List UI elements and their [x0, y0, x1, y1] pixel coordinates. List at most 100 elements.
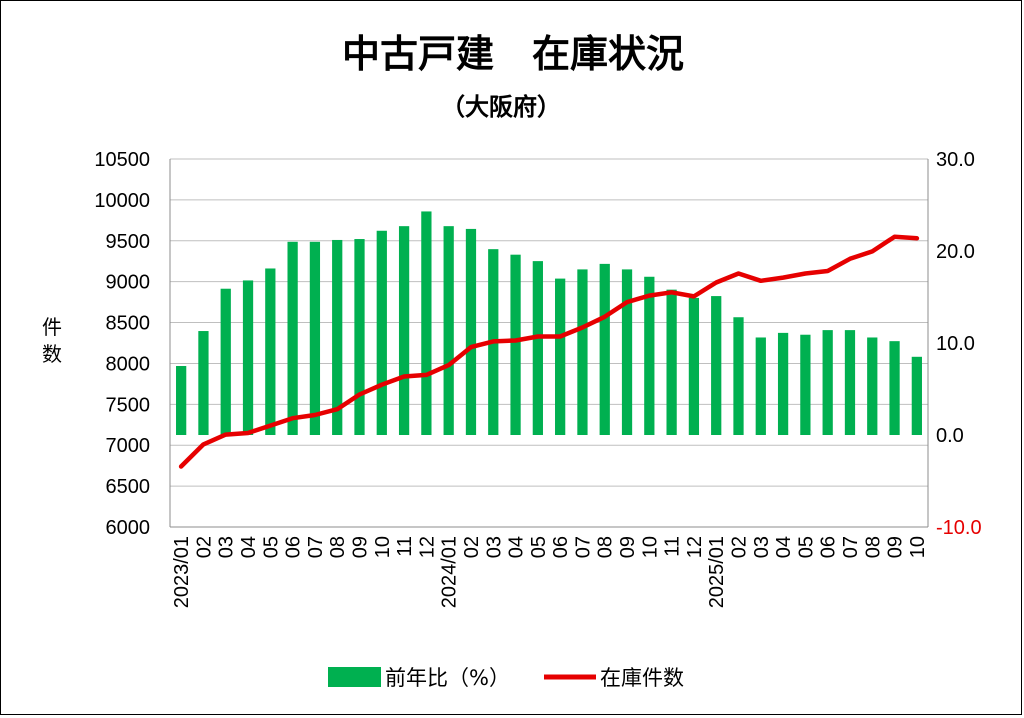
legend-line-label: 在庫件数	[600, 666, 684, 690]
bar	[443, 226, 454, 435]
right-axis-ticks: 30.0 20.0 10.0 0.0 -10.0	[936, 149, 982, 539]
right-tick-label: 20.0	[936, 241, 975, 263]
x-tick-label: 08	[327, 536, 349, 558]
bar	[777, 332, 789, 435]
x-tick-label: 05	[260, 536, 282, 558]
left-tick-label: 7500	[106, 394, 151, 416]
x-tick-label: 07	[305, 536, 327, 558]
right-tick-label: 30.0	[936, 149, 975, 171]
inventory-line	[178, 234, 920, 469]
legend-bar-swatch	[328, 667, 381, 687]
bar	[287, 241, 298, 435]
bar	[666, 289, 677, 435]
left-tick-label: 9500	[106, 231, 151, 253]
x-tick-label: 2023/01	[171, 536, 193, 608]
x-tick-label: 02	[461, 536, 483, 558]
left-tick-label: 8000	[106, 353, 151, 375]
x-tick-label: 10	[372, 536, 394, 558]
line-series	[178, 234, 920, 469]
axes	[169, 159, 929, 528]
bar	[555, 278, 566, 435]
x-tick-label: 07	[840, 536, 862, 558]
bar	[532, 261, 543, 435]
bar	[889, 341, 900, 435]
bar	[398, 226, 410, 435]
bar	[844, 330, 856, 435]
bar	[800, 334, 811, 435]
chart-subtitle: （大阪府）	[441, 93, 561, 121]
chart-title: 中古戸建 在庫状況	[342, 32, 684, 76]
legend: 前年比（%） 在庫件数	[328, 666, 684, 690]
bar	[644, 276, 655, 435]
x-tick-label: 02	[193, 536, 215, 558]
right-tick-label: -10.0	[936, 517, 982, 539]
x-tick-label: 09	[350, 536, 372, 558]
bar	[711, 296, 722, 435]
y-axis-label-char: 件	[42, 315, 62, 339]
bar	[822, 330, 833, 435]
x-axis-ticks: 2023/01 02 03 04 05 06 07 08 09 10 11 12 2024/01 02 03…	[171, 536, 929, 608]
x-tick-label: 06	[283, 536, 305, 558]
bar	[599, 263, 610, 435]
x-tick-label: 09	[885, 536, 907, 558]
x-tick-label: 04	[773, 536, 795, 558]
bar	[465, 228, 477, 435]
x-tick-label: 04	[506, 536, 528, 558]
x-tick-label: 08	[862, 536, 884, 558]
bar	[265, 268, 276, 435]
bar	[354, 239, 365, 435]
legend-bar-label: 前年比（%）	[385, 666, 510, 690]
left-tick-label: 8500	[106, 313, 151, 335]
y-axis-label: 件数	[42, 315, 62, 366]
bar	[421, 211, 432, 435]
bar	[733, 317, 744, 435]
gridlines	[170, 158, 928, 487]
left-tick-label: 10500	[94, 149, 150, 171]
bar	[688, 297, 700, 435]
right-tick-label: 0.0	[936, 425, 964, 447]
bar	[176, 366, 187, 435]
x-tick-label: 12	[416, 536, 438, 558]
bar	[577, 269, 588, 435]
x-tick-label: 05	[528, 536, 550, 558]
left-tick-label: 10000	[94, 190, 150, 212]
x-tick-label: 06	[550, 536, 572, 558]
x-tick-label: 12	[684, 536, 706, 558]
bar	[198, 331, 209, 435]
left-tick-label: 6000	[106, 517, 151, 539]
bar	[621, 269, 633, 435]
x-tick-label: 03	[216, 536, 238, 558]
x-tick-label: 11	[662, 536, 684, 557]
x-tick-label: 10	[907, 536, 929, 558]
x-tick-label: 2025/01	[706, 536, 728, 608]
bar	[332, 239, 343, 435]
right-tick-label: 10.0	[936, 333, 975, 355]
x-tick-label: 08	[595, 536, 617, 558]
left-tick-label: 9000	[106, 272, 151, 294]
x-tick-label: 09	[617, 536, 639, 558]
x-tick-label: 03	[751, 536, 773, 558]
bar	[309, 241, 321, 435]
bar-series	[176, 211, 922, 435]
x-tick-label: 2024/01	[439, 536, 461, 608]
x-tick-label: 06	[818, 536, 840, 558]
bar	[242, 280, 254, 435]
bar	[867, 337, 878, 435]
x-tick-label: 07	[572, 536, 594, 558]
left-axis-ticks: 10500 10000 9500 9000 8500 8000 7500 7000 6500 60…	[94, 149, 150, 539]
x-tick-label: 02	[729, 536, 751, 558]
bar	[911, 356, 922, 435]
x-tick-label: 11	[394, 536, 416, 557]
x-tick-label: 04	[238, 536, 260, 558]
bar	[510, 254, 521, 435]
x-tick-label: 10	[639, 536, 661, 558]
bar	[220, 288, 231, 435]
x-tick-label: 03	[483, 536, 505, 558]
left-tick-label: 6500	[106, 476, 151, 498]
bar	[755, 337, 766, 435]
x-tick-label: 05	[795, 536, 817, 558]
bar	[376, 230, 387, 435]
y-axis-label-char: 数	[42, 342, 62, 366]
